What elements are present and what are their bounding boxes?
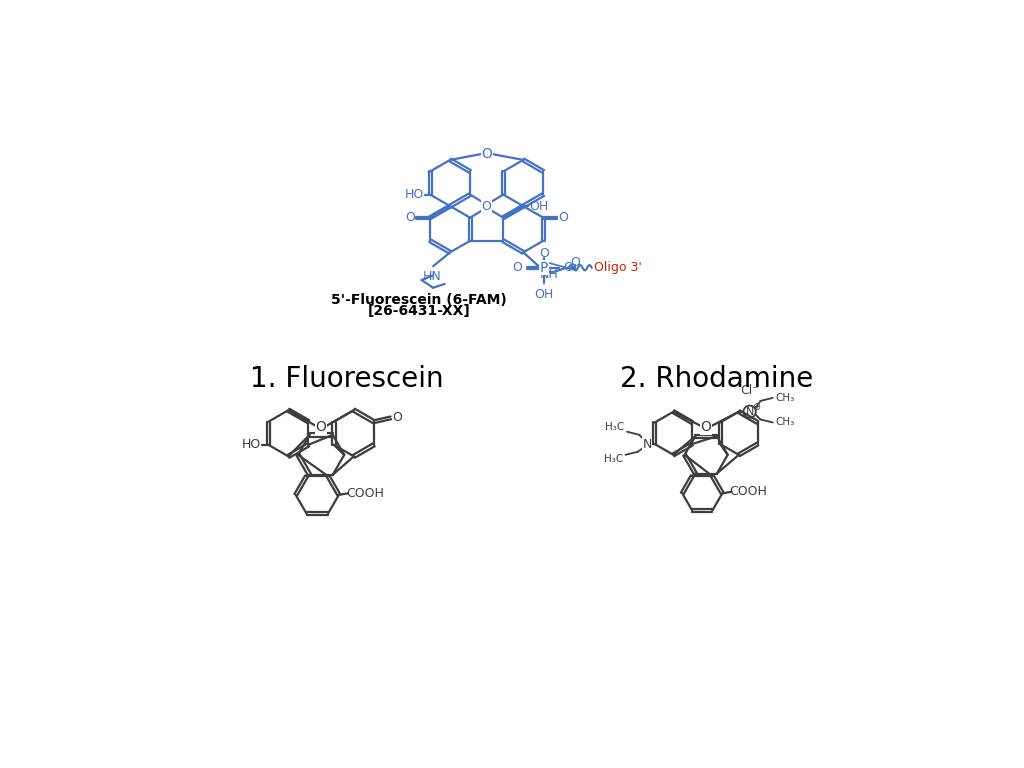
Text: [26-6431-XX]: [26-6431-XX] xyxy=(368,304,471,318)
Text: O: O xyxy=(570,256,580,269)
Text: H₃C: H₃C xyxy=(605,422,625,432)
Text: O: O xyxy=(315,420,327,434)
Text: O: O xyxy=(539,247,549,260)
Text: O: O xyxy=(481,147,493,161)
Text: OH: OH xyxy=(529,200,549,213)
Text: H₃C: H₃C xyxy=(604,455,624,465)
Text: O: O xyxy=(513,261,522,274)
Text: CH₃: CH₃ xyxy=(776,393,795,403)
Text: HO: HO xyxy=(404,188,424,201)
Text: O: O xyxy=(558,211,568,224)
Text: O: O xyxy=(406,211,415,224)
Text: N: N xyxy=(642,438,651,451)
Text: Oligo 3': Oligo 3' xyxy=(594,261,642,274)
Text: NH: NH xyxy=(541,268,559,281)
Text: 5'-Fluorescein (6-FAM): 5'-Fluorescein (6-FAM) xyxy=(332,293,507,307)
Text: COOH: COOH xyxy=(729,485,767,498)
Text: COOH: COOH xyxy=(346,487,384,500)
Text: P: P xyxy=(540,260,548,275)
Text: HO: HO xyxy=(242,439,261,452)
Text: Cl⁻: Cl⁻ xyxy=(740,384,759,396)
Text: O: O xyxy=(481,200,492,213)
Text: 1. Fluorescein: 1. Fluorescein xyxy=(250,366,443,393)
Text: ⊕: ⊕ xyxy=(753,402,761,412)
Text: N: N xyxy=(745,407,754,417)
Text: O: O xyxy=(392,412,401,425)
Text: CH₃: CH₃ xyxy=(776,418,795,428)
Text: O: O xyxy=(563,261,573,274)
Text: O: O xyxy=(700,420,712,434)
Text: OH: OH xyxy=(535,288,554,301)
Text: HN: HN xyxy=(422,270,441,283)
Text: 2. Rhodamine: 2. Rhodamine xyxy=(620,366,813,393)
